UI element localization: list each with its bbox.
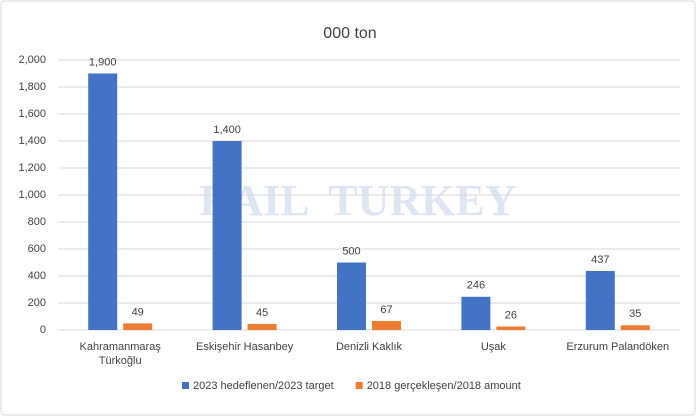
x-tick-label: Eskişehir Hasanbey bbox=[195, 341, 294, 353]
y-tick-label: 2,000 bbox=[18, 54, 46, 66]
y-tick-label: 200 bbox=[28, 297, 46, 309]
data-label: 35 bbox=[629, 308, 641, 320]
legend-swatch bbox=[182, 382, 189, 389]
data-label: 45 bbox=[256, 307, 268, 319]
bar bbox=[496, 326, 526, 330]
y-tick-label: 1,200 bbox=[18, 162, 46, 174]
y-tick-label: 0 bbox=[40, 324, 46, 336]
legend-swatch bbox=[355, 382, 363, 389]
legend-label: 2023 hedeflenen/2023 target bbox=[193, 380, 334, 392]
data-label: 437 bbox=[591, 254, 609, 266]
x-tick-label: Denizli Kaklık bbox=[335, 341, 403, 353]
y-tick-label: 1,600 bbox=[18, 108, 46, 120]
data-label: 500 bbox=[342, 245, 360, 257]
y-tick-label: 1,400 bbox=[18, 135, 46, 147]
bar bbox=[88, 73, 118, 330]
x-tick-label: Kahramanmaraş Türkoğlu bbox=[79, 341, 161, 367]
data-label: 67 bbox=[380, 304, 392, 316]
bar bbox=[372, 320, 401, 330]
bar bbox=[461, 296, 491, 330]
bar bbox=[247, 323, 277, 330]
y-tick-label: 1,000 bbox=[18, 189, 46, 201]
data-label: 1,400 bbox=[213, 124, 241, 136]
bar bbox=[585, 271, 615, 330]
data-label: 49 bbox=[132, 306, 144, 318]
bar bbox=[337, 262, 366, 330]
data-label: 246 bbox=[467, 280, 485, 292]
y-tick-label: 800 bbox=[28, 216, 46, 228]
x-tick-label: Erzurum Palandöken bbox=[566, 341, 670, 353]
bar bbox=[212, 141, 242, 330]
bar bbox=[123, 323, 153, 330]
y-tick-label: 1,800 bbox=[18, 81, 46, 93]
watermark: RAIL TURKEY bbox=[199, 176, 516, 225]
y-tick-label: 400 bbox=[28, 270, 46, 282]
legend-label: 2018 gerçekleşen/2018 amount bbox=[367, 380, 521, 392]
bar bbox=[620, 325, 650, 330]
data-label: 26 bbox=[505, 309, 517, 321]
x-tick-label: Uşak bbox=[480, 341, 506, 353]
data-label: 1,900 bbox=[89, 56, 117, 68]
y-tick-label: 600 bbox=[28, 243, 46, 255]
chart-title: 000 ton bbox=[323, 25, 376, 42]
